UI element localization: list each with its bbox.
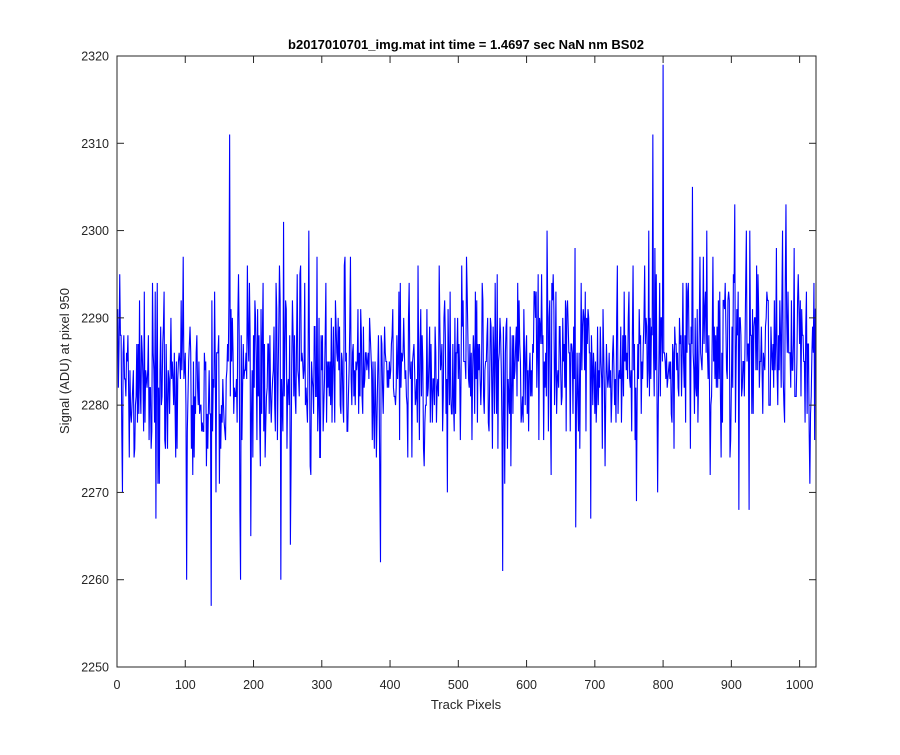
y-tick-label: 2250 bbox=[81, 661, 109, 675]
x-axis: 0 100 200 300 400 500 600 700 800 900 1000 bbox=[114, 56, 814, 692]
y-tick-label: 2280 bbox=[81, 399, 109, 413]
x-tick-label: 0 bbox=[114, 678, 121, 692]
x-tick-label: 800 bbox=[653, 678, 674, 692]
y-tick-label: 2310 bbox=[81, 137, 109, 151]
y-axis: 2250 2260 2270 2280 2290 2300 2310 2320 bbox=[81, 50, 816, 675]
x-tick-label: 300 bbox=[311, 678, 332, 692]
series-line-0 bbox=[117, 64, 816, 606]
y-tick-label: 2270 bbox=[81, 486, 109, 500]
x-tick-label: 500 bbox=[448, 678, 469, 692]
x-tick-label: 400 bbox=[380, 678, 401, 692]
x-tick-label: 900 bbox=[721, 678, 742, 692]
x-tick-label: 600 bbox=[516, 678, 537, 692]
chart-title: b2017010701_img.mat int time = 1.4697 se… bbox=[288, 37, 644, 52]
plot-area bbox=[116, 55, 817, 668]
y-tick-label: 2300 bbox=[81, 224, 109, 238]
x-tick-label: 1000 bbox=[786, 678, 814, 692]
axes-box bbox=[116, 55, 817, 668]
y-tick-label: 2320 bbox=[81, 50, 109, 64]
y-tick-label: 2290 bbox=[81, 311, 109, 325]
y-axis-label: Signal (ADU) at pixel 950 bbox=[57, 288, 72, 434]
x-axis-label: Track Pixels bbox=[431, 697, 502, 712]
axes-frame bbox=[116, 55, 817, 668]
x-tick-label: 200 bbox=[243, 678, 264, 692]
y-tick-label: 2260 bbox=[81, 573, 109, 587]
x-tick-label: 700 bbox=[584, 678, 605, 692]
x-tick-label: 100 bbox=[175, 678, 196, 692]
